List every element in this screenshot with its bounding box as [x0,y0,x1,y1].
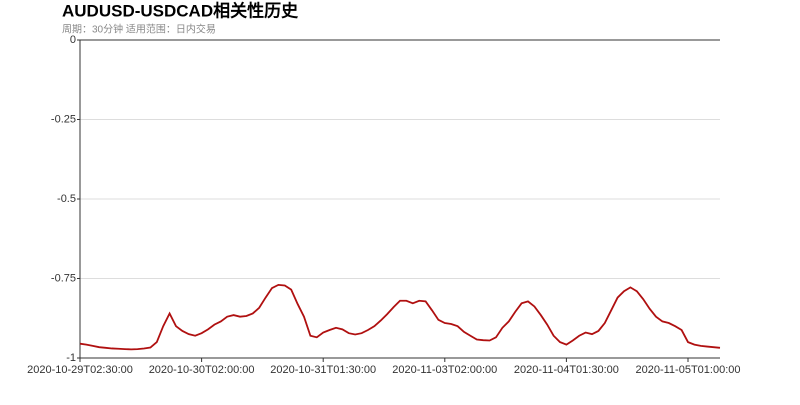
data-line [79,283,721,351]
y-tick-label: -0.75 [51,272,76,284]
x-tick-label: 2020-10-31T01:30:00 [270,364,376,376]
x-tick-label: 2020-11-03T02:00:00 [392,364,497,376]
x-tick-label: 2020-10-30T02:00:00 [149,364,255,376]
y-tick-label: 0 [70,34,76,46]
y-tick-label: -0.25 [51,113,76,125]
x-tick-label: 2020-11-05T01:00:00 [636,364,741,376]
y-tick-label: -1 [66,352,76,364]
chart-title: AUDUSD-USDCAD相关性历史 [62,0,299,20]
y-tick-label: -0.5 [57,193,76,205]
x-tick-label: 2020-10-29T02:30:00 [27,364,133,376]
chart-subtitle: 周期：30分钟 适用范围：日内交易 [62,23,216,36]
x-tick-label: 2020-11-04T01:30:00 [514,364,619,376]
